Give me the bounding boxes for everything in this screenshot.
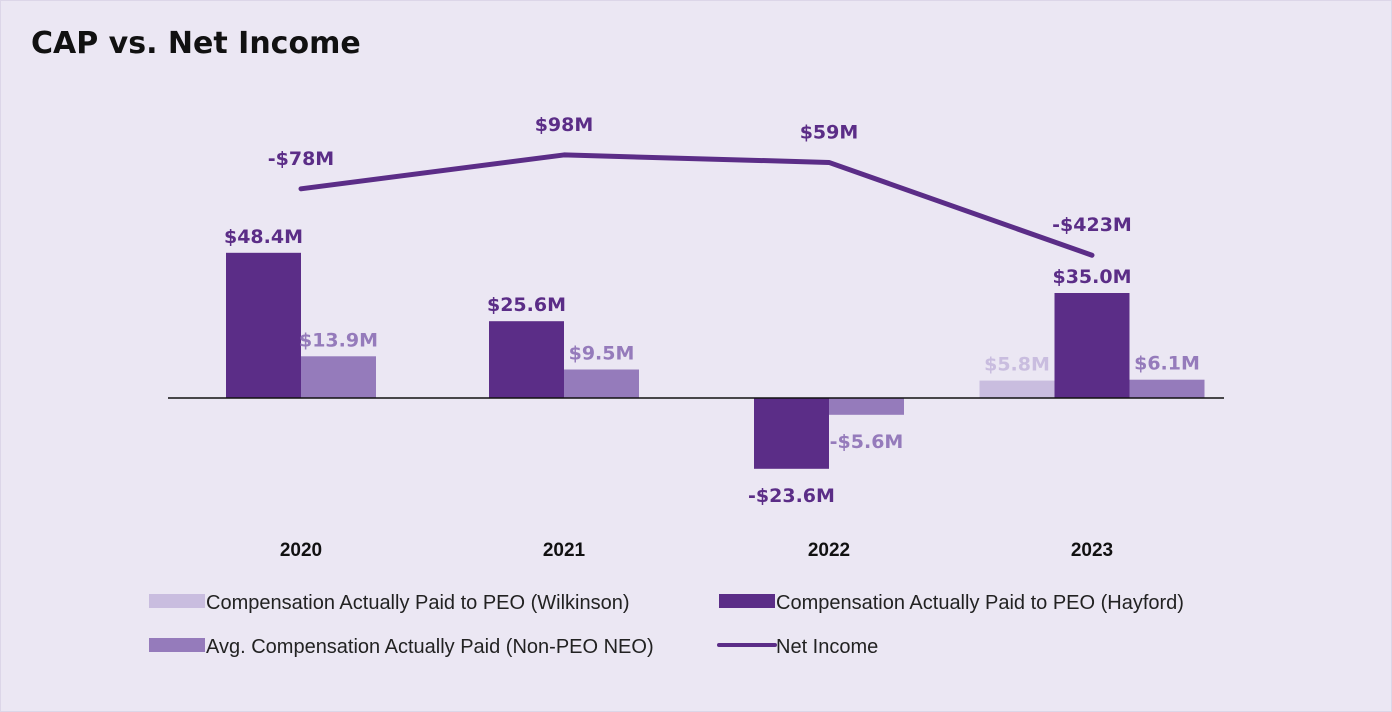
legend-label-net-income: Net Income [776, 636, 878, 658]
bar-avg-compensation-actually-paid-non-peo-neo-2020 [301, 356, 376, 398]
legend-label-avg-compensation-actually-paid-non-peo-neo: Avg. Compensation Actually Paid (Non-PEO… [206, 636, 654, 658]
legend: Compensation Actually Paid to PEO (Wilki… [149, 592, 1184, 658]
data-label-avg-compensation-actually-paid-non-peo-neo-2021: $9.5M [569, 343, 635, 365]
data-label-avg-compensation-actually-paid-non-peo-neo-2023: $6.1M [1134, 353, 1200, 375]
data-label-compensation-actually-paid-to-peo-hayford-2021: $25.6M [487, 294, 566, 316]
bar-compensation-actually-paid-to-peo-hayford-2023 [1054, 293, 1130, 398]
data-label-avg-compensation-actually-paid-non-peo-neo-2022: -$5.6M [830, 431, 904, 453]
legend-swatch-compensation-actually-paid-to-peo-wilkinson [149, 594, 205, 608]
x-tick-label-2021: 2021 [543, 540, 586, 561]
legend-swatch-avg-compensation-actually-paid-non-peo-neo [149, 638, 205, 652]
bar-avg-compensation-actually-paid-non-peo-neo-2022 [829, 398, 904, 415]
data-label-compensation-actually-paid-to-peo-hayford-2022: -$23.6M [748, 485, 835, 507]
data-label-net-income-2022: $59M [800, 121, 859, 143]
category-labels-layer: 2020 2021 2022 2023 [280, 540, 1113, 561]
bar-compensation-actually-paid-to-peo-wilkinson-2023 [979, 380, 1055, 398]
x-tick-label-2022: 2022 [808, 540, 850, 561]
bars-layer [226, 252, 1205, 469]
legend-item-avg-compensation-actually-paid-non-peo-neo: Avg. Compensation Actually Paid (Non-PEO… [149, 636, 654, 658]
line-net-income [298, 152, 1095, 258]
x-tick-label-2023: 2023 [1071, 540, 1113, 561]
legend-item-compensation-actually-paid-to-peo-wilkinson: Compensation Actually Paid to PEO (Wilki… [149, 592, 630, 614]
data-label-compensation-actually-paid-to-peo-hayford-2023: $35.0M [1052, 266, 1131, 288]
data-labels-layer: $48.4M $13.9M $25.6M $9.5M -$23.6M -$5.6M $5.8… [224, 114, 1200, 507]
chart-title: CAP vs. Net Income [31, 26, 361, 61]
data-label-net-income-2023: -$423M [1052, 214, 1132, 236]
data-label-net-income-2021: $98M [535, 114, 594, 136]
bar-compensation-actually-paid-to-peo-hayford-2022 [754, 398, 829, 469]
bar-avg-compensation-actually-paid-non-peo-neo-2023 [1129, 379, 1205, 398]
legend-item-net-income: Net Income [717, 636, 878, 658]
data-label-compensation-actually-paid-to-peo-hayford-2020: $48.4M [224, 226, 303, 248]
bar-avg-compensation-actually-paid-non-peo-neo-2021 [564, 369, 639, 398]
data-label-net-income-2020: -$78M [268, 148, 334, 170]
data-label-avg-compensation-actually-paid-non-peo-neo-2020: $13.9M [299, 329, 378, 351]
legend-label-compensation-actually-paid-to-peo-hayford: Compensation Actually Paid to PEO (Hayfo… [776, 592, 1184, 614]
x-tick-label-2020: 2020 [280, 540, 322, 561]
bar-compensation-actually-paid-to-peo-hayford-2021 [489, 321, 564, 398]
bar-compensation-actually-paid-to-peo-hayford-2020 [226, 252, 301, 398]
legend-label-compensation-actually-paid-to-peo-wilkinson: Compensation Actually Paid to PEO (Wilki… [206, 592, 630, 614]
net-income-line-layer [298, 152, 1095, 258]
data-label-compensation-actually-paid-to-peo-wilkinson-2023: $5.8M [984, 354, 1050, 376]
legend-swatch-compensation-actually-paid-to-peo-hayford [719, 594, 775, 608]
legend-item-compensation-actually-paid-to-peo-hayford: Compensation Actually Paid to PEO (Hayfo… [719, 592, 1184, 614]
